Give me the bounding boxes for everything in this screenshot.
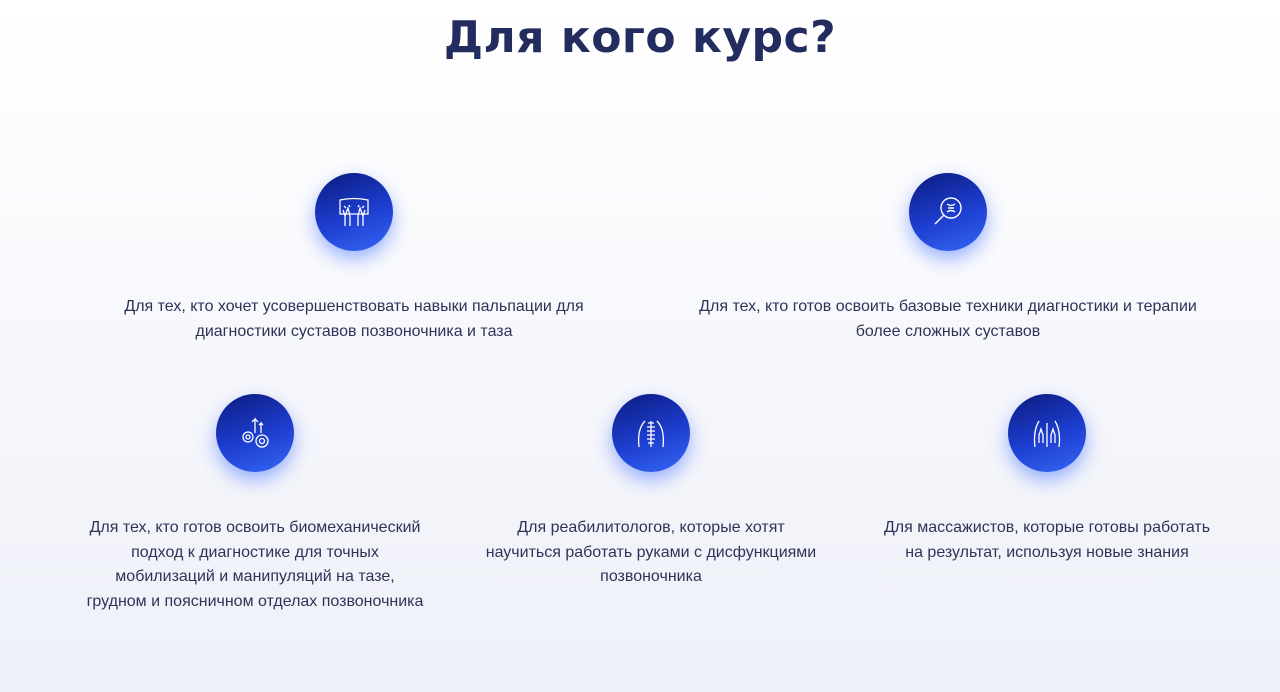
page-title: Для кого курс? [443, 12, 837, 63]
hands-palpation-icon [315, 173, 393, 251]
gears-arrows-icon [216, 394, 294, 472]
massage-hands-icon [1008, 394, 1086, 472]
audience-text: Для массажистов, которые готовы работать… [883, 519, 1211, 561]
audience-card: Для тех, кто готов освоить биомеханическ… [85, 394, 425, 614]
audience-text: Для тех, кто хочет усовершенствовать нав… [124, 298, 584, 340]
audience-text: Для тех, кто готов освоить биомеханическ… [86, 519, 424, 610]
audience-card: Для тех, кто хочет усовершенствовать нав… [84, 173, 624, 344]
audience-text: Для тех, кто готов освоить базовые техни… [699, 298, 1197, 340]
audience-card: Для тех, кто готов освоить базовые техни… [688, 173, 1208, 344]
audience-card: Для реабилитологов, которые хотят научит… [481, 394, 821, 590]
spine-back-icon [612, 394, 690, 472]
audience-text: Для реабилитологов, которые хотят научит… [485, 519, 817, 585]
magnifier-joint-icon [909, 173, 987, 251]
audience-card: Для массажистов, которые готовы работать… [877, 394, 1217, 565]
